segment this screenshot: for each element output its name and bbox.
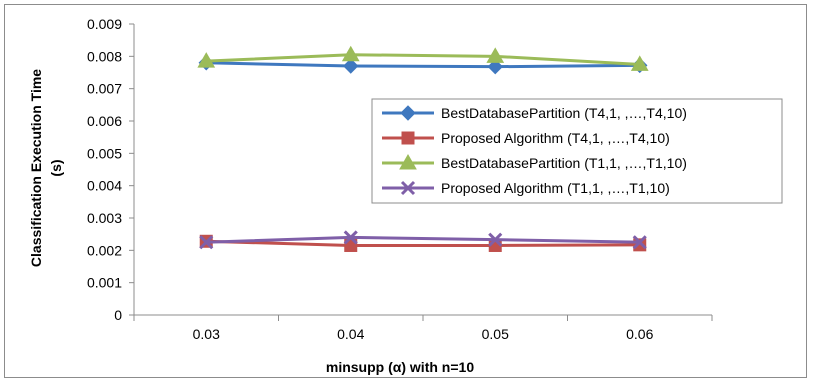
data-point bbox=[341, 45, 360, 62]
data-point bbox=[488, 232, 503, 247]
x-tick-label: 0.03 bbox=[193, 326, 220, 342]
marker-stroke bbox=[488, 232, 503, 247]
x-tick-label: 0.04 bbox=[337, 326, 364, 342]
x-tick-label: 0.06 bbox=[626, 326, 653, 342]
y-tick-label: 0.006 bbox=[87, 113, 122, 129]
series-line bbox=[206, 53, 640, 66]
series-line bbox=[206, 239, 640, 247]
data-point bbox=[199, 235, 214, 250]
legend-marker bbox=[401, 131, 415, 145]
y-axis-title-line1: Classification Execution Time bbox=[28, 69, 44, 267]
legend-label: BestDatabasePartition (T4,1, ,…,T4,10) bbox=[441, 105, 687, 121]
data-point bbox=[486, 47, 505, 63]
data-point bbox=[632, 235, 647, 250]
marker-stroke bbox=[199, 235, 214, 250]
legend-entry-1: BestDatabasePartition (T4,1, ,…,T4,10) bbox=[382, 105, 687, 121]
data-point bbox=[630, 55, 649, 71]
series-line bbox=[206, 235, 640, 244]
y-tick-label: 0.003 bbox=[87, 210, 122, 226]
legend-entry-2: Proposed Algorithm (T4,1, ,…,T4,10) bbox=[382, 130, 670, 146]
y-axis-title-line2: (s) bbox=[48, 159, 64, 176]
x-axis-title: minsupp (α) with n=10 bbox=[326, 359, 474, 375]
legend-entry-3: BestDatabasePartition (T1,1, ,…,T1,10) bbox=[382, 153, 687, 171]
legend-marker bbox=[400, 180, 416, 196]
legend: BestDatabasePartition (T4,1, ,…,T4,10) Pr… bbox=[371, 98, 783, 204]
y-tick-label: 0.009 bbox=[87, 16, 122, 32]
legend-label: Proposed Algorithm (T4,1, ,…,T4,10) bbox=[441, 130, 670, 146]
series-3 bbox=[197, 45, 649, 71]
marker-stroke bbox=[400, 180, 416, 196]
series-line bbox=[206, 61, 640, 69]
data-point bbox=[343, 58, 359, 74]
y-tick-label: 0.001 bbox=[87, 275, 122, 291]
legend-marker bbox=[400, 105, 416, 121]
axes: 0 0.001 0.002 0.003 0.004 0.005 0.006 0.007 0.00… bbox=[87, 16, 713, 342]
series-4 bbox=[199, 230, 647, 250]
y-tick-label: 0 bbox=[114, 307, 122, 323]
data-point bbox=[343, 230, 358, 245]
legend-entry-4: Proposed Algorithm (T1,1, ,…,T1,10) bbox=[382, 180, 670, 196]
legend-label: BestDatabasePartition (T1,1, ,…,T1,10) bbox=[441, 155, 687, 171]
series-layer bbox=[197, 45, 649, 252]
legend-box bbox=[371, 98, 783, 204]
y-tick-label: 0.004 bbox=[87, 178, 122, 194]
legend-marker bbox=[399, 153, 417, 170]
x-tick-label: 0.05 bbox=[482, 326, 509, 342]
data-point bbox=[197, 52, 216, 68]
marker-stroke bbox=[632, 235, 647, 250]
marker-stroke bbox=[343, 230, 358, 245]
y-tick-label: 0.005 bbox=[87, 145, 122, 161]
y-tick-label: 0.002 bbox=[87, 242, 122, 258]
y-tick-label: 0.007 bbox=[87, 81, 122, 97]
data-point bbox=[487, 58, 503, 75]
y-tick-label: 0.008 bbox=[87, 48, 122, 64]
legend-label: Proposed Algorithm (T1,1, ,…,T1,10) bbox=[441, 180, 670, 196]
